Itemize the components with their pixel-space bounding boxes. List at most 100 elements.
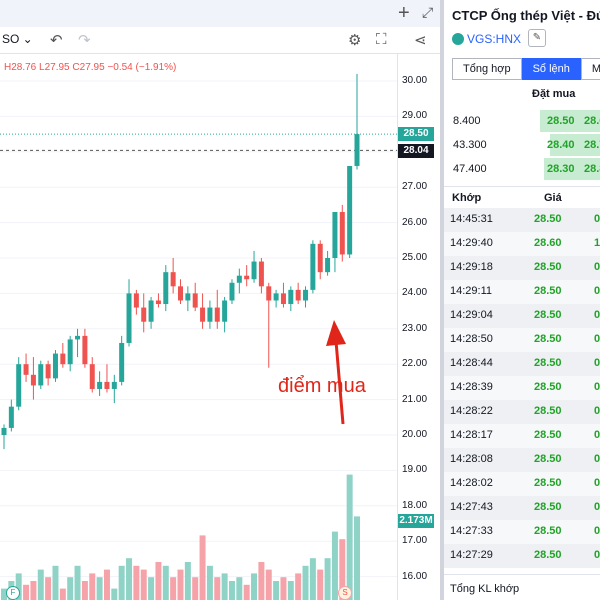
candle-body — [8, 406, 14, 428]
trade-volume: 0 — [594, 429, 600, 441]
trade-row[interactable]: 14:29:18 28.50 0 — [444, 256, 600, 281]
event-marker-f[interactable]: F — [6, 586, 20, 600]
trade-row[interactable]: 14:28:22 28.50 0 — [444, 400, 600, 425]
trade-row[interactable]: 14:28:02 28.50 0 — [444, 472, 600, 497]
fullscreen-icon[interactable]: ⛶ — [376, 31, 387, 48]
trade-volume: 0 — [594, 309, 600, 321]
ohlc-close: C27.95 — [72, 62, 105, 73]
bid-volume: 8.400 — [453, 115, 481, 127]
trade-volume: 0 — [594, 501, 600, 513]
trade-price: 28.50 — [534, 213, 562, 225]
bid-volume-bar — [540, 110, 600, 132]
volume-bar — [339, 539, 346, 600]
trade-time: 14:28:44 — [450, 357, 493, 369]
volume-bar — [331, 531, 338, 600]
volume-bar — [118, 565, 125, 600]
volume-bar — [59, 588, 66, 600]
chart-toolbar: SO ⌄ ↶ ↷ ⚙ ⛶ ⋖ — [0, 27, 440, 54]
candle-body — [280, 293, 286, 305]
volume-bar — [23, 584, 30, 600]
tab-orderbook[interactable]: Sổ lệnh — [521, 58, 581, 80]
candlestick-chart[interactable] — [0, 54, 397, 600]
candle-body — [273, 293, 279, 301]
trade-volume: 0 — [594, 549, 600, 561]
candle-body — [303, 289, 309, 301]
price-tick-label: 22.00 — [402, 358, 428, 370]
bid-volume: 43.300 — [453, 139, 487, 151]
bid-price: 28.30 — [547, 163, 575, 175]
volume-bar — [302, 565, 309, 600]
undo-icon[interactable]: ↶ — [50, 32, 63, 49]
trade-volume: 0 — [594, 285, 600, 297]
trade-price: 28.50 — [534, 309, 562, 321]
volume-bar — [243, 584, 250, 600]
volume-bar — [155, 562, 162, 600]
price-tick-label: 18.00 — [402, 499, 428, 511]
panel-tabs: Tổng hợp Sổ lệnh Mu — [452, 58, 600, 80]
redo-icon[interactable]: ↷ — [78, 32, 91, 49]
trade-row[interactable]: 14:28:39 28.50 0 — [444, 376, 600, 401]
trade-row[interactable]: 14:28:50 28.50 0 — [444, 328, 600, 353]
trade-row[interactable]: 14:27:29 28.50 0 — [444, 544, 600, 569]
volume-bar — [206, 565, 213, 600]
tab-summary[interactable]: Tổng hợp — [452, 58, 522, 80]
volume-bar — [265, 569, 272, 600]
trade-row[interactable]: 14:27:33 28.50 0 — [444, 520, 600, 545]
trade-row[interactable]: 14:28:44 28.50 0 — [444, 352, 600, 377]
event-marker-s[interactable]: S — [338, 586, 352, 600]
trade-row[interactable]: 14:28:08 28.50 0 — [444, 448, 600, 473]
candle-body — [67, 339, 73, 365]
orderbook-row[interactable]: 43.300 28.40 28.7 — [444, 134, 600, 156]
price-column-header: Giá — [544, 192, 562, 204]
candle-body — [207, 307, 213, 322]
trade-price: 28.60 — [534, 237, 562, 249]
volume-bar — [295, 573, 302, 600]
volume-bar — [103, 569, 110, 600]
trade-time: 14:27:33 — [450, 525, 493, 537]
pane-divider[interactable] — [440, 0, 444, 600]
interval-label: SO — [2, 32, 20, 46]
interval-selector[interactable]: SO ⌄ — [2, 32, 33, 46]
orderbook-row[interactable]: 8.400 28.50 28.6 — [444, 110, 600, 132]
price-tick-label: 25.00 — [402, 252, 428, 263]
candle-body — [222, 300, 228, 322]
add-tab-icon[interactable]: + — [398, 2, 410, 24]
volume-bar — [280, 577, 287, 600]
price-tick-label: 30.00 — [402, 75, 428, 86]
trade-row[interactable]: 14:29:11 28.50 0 — [444, 280, 600, 305]
trade-row[interactable]: 14:27:43 28.50 0 — [444, 496, 600, 521]
trade-row[interactable]: 14:28:17 28.50 0 — [444, 424, 600, 449]
settings-icon[interactable]: ⚙ — [348, 32, 362, 49]
volume-bar — [170, 577, 177, 600]
volume-bar — [199, 535, 206, 600]
total-volume-label: Tổng KL khớp — [450, 583, 520, 595]
candle-body — [354, 134, 360, 166]
bid-price: 28.40 — [547, 139, 575, 151]
edit-icon[interactable]: ✎ — [528, 29, 546, 47]
tab-more[interactable]: Mu — [580, 58, 600, 80]
trade-price: 28.50 — [534, 261, 562, 273]
chart-pane[interactable]: + ⤢ SO ⌄ ↶ ↷ ⚙ ⛶ ⋖ H28.76 L27.95 C27.95 … — [0, 0, 441, 600]
price-tick-label: 27.00 — [402, 181, 428, 193]
price-tick-label: 19.00 — [402, 464, 428, 476]
candle-body — [111, 381, 117, 389]
candle-body — [119, 342, 125, 382]
trade-volume: 0 — [594, 477, 600, 489]
candle-body — [163, 272, 169, 305]
trade-row[interactable]: 14:45:31 28.50 0 — [444, 208, 600, 233]
expand-icon[interactable]: ⤢ — [422, 4, 434, 20]
trade-price: 28.50 — [534, 453, 562, 465]
volume-bar — [140, 569, 147, 600]
share-icon[interactable]: ⋖ — [414, 32, 427, 49]
volume-tag: 2.173M — [398, 514, 434, 528]
candle-body — [310, 243, 316, 290]
candle-body — [97, 381, 103, 389]
trade-row[interactable]: 14:29:04 28.50 0 — [444, 304, 600, 329]
candle-body — [214, 307, 220, 322]
trade-row[interactable]: 14:29:40 28.60 1 — [444, 232, 600, 257]
candle-body — [251, 261, 257, 280]
orderbook-row[interactable]: 47.400 28.30 28.8 — [444, 158, 600, 180]
ticker-symbol[interactable]: VGS:HNX — [452, 30, 521, 48]
ask-price: 28.6 — [584, 115, 600, 127]
buy-point-annotation: điểm mua — [278, 375, 366, 397]
